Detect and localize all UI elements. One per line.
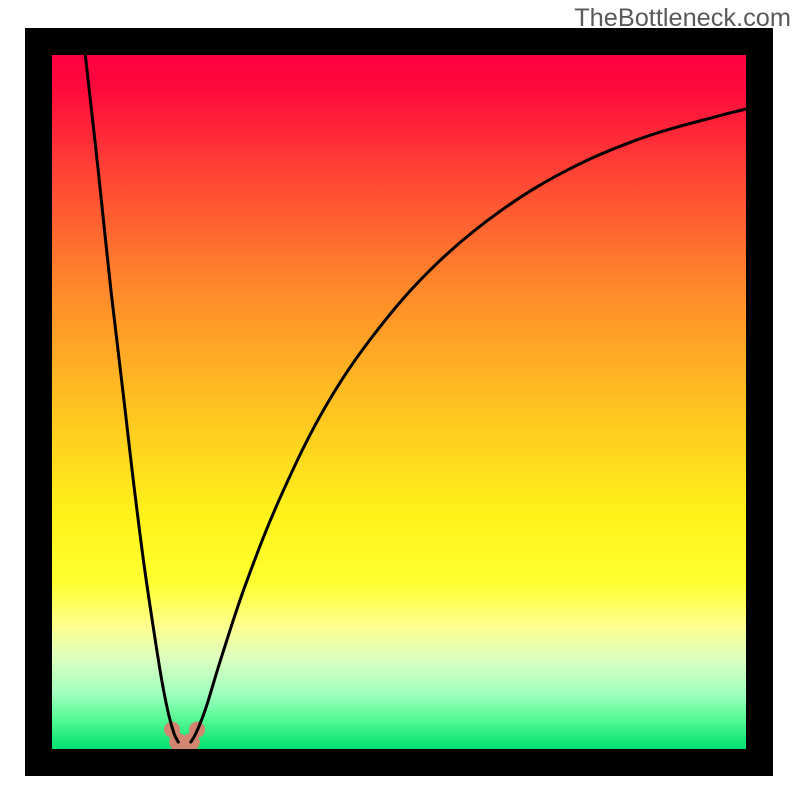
bottleneck-curve	[52, 55, 746, 749]
curve-right-branch	[191, 109, 746, 742]
curve-left-branch	[85, 55, 178, 742]
plot-area	[25, 28, 773, 776]
watermark-label: TheBottleneck.com	[574, 4, 791, 33]
